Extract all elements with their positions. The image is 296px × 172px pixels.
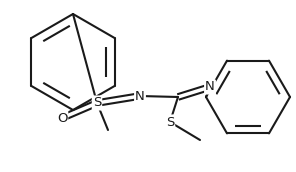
- Text: S: S: [93, 96, 101, 110]
- Text: O: O: [57, 111, 67, 125]
- Text: N: N: [135, 89, 145, 103]
- Text: N: N: [205, 80, 215, 94]
- Text: S: S: [166, 116, 174, 128]
